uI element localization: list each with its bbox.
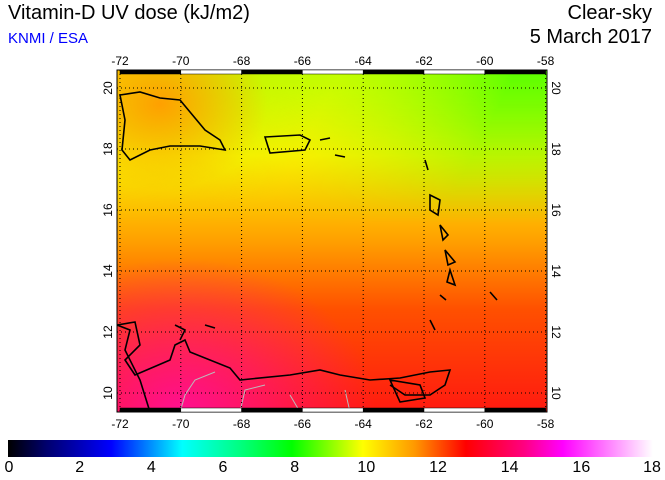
colorbar-tick-label: 8 (290, 459, 300, 476)
lon-tick-top: -70 (172, 54, 190, 68)
frame-segment (484, 407, 546, 413)
lon-tick-bottom: -70 (172, 417, 190, 431)
lat-tick-left: 10 (101, 386, 115, 400)
lon-tick-top: -62 (415, 54, 433, 68)
lat-tick-right: 14 (549, 264, 563, 278)
condition-label: Clear-sky (567, 2, 652, 24)
lon-tick-bottom: -72 (111, 417, 129, 431)
coastlines (116, 91, 498, 413)
frame-segment (241, 407, 303, 413)
lat-tick-right: 20 (549, 81, 563, 95)
colorbar-tick-label: 2 (75, 459, 85, 476)
frame-segment (423, 69, 486, 75)
frame-segment (362, 69, 425, 75)
lat-tick-left: 16 (101, 203, 115, 217)
lon-tick-top: -60 (476, 54, 494, 68)
frame-segment (119, 407, 182, 413)
colorbar-tick-label: 10 (357, 459, 376, 476)
lon-tick-top: -68 (233, 54, 251, 68)
colorbar-tick-label: 16 (572, 459, 591, 476)
map-title: Vitamin-D UV dose (kJ/m2) (8, 2, 250, 24)
frame-segment (119, 69, 182, 75)
lon-tick-bottom: -66 (294, 417, 312, 431)
credit-label: KNMI / ESA (8, 30, 89, 47)
lon-tick-top: -66 (294, 54, 312, 68)
lat-tick-left: 14 (101, 264, 115, 278)
date-label: 5 March 2017 (529, 26, 652, 48)
lat-tick-right: 10 (549, 386, 563, 400)
frame-segment (302, 69, 364, 75)
frame-segment (241, 69, 303, 75)
frame-segment (180, 69, 242, 75)
lat-tick-left: 20 (101, 81, 115, 95)
colorbar-tick-label: 12 (429, 459, 447, 476)
colorbar (8, 440, 653, 457)
colorbar-tick-label: 0 (4, 459, 14, 476)
frame-segment (362, 407, 425, 413)
colorbar-tick-label: 14 (500, 459, 519, 476)
lon-tick-top: -72 (111, 54, 129, 68)
frame-segment (180, 407, 242, 413)
uv-dose-map: -72 -72 -70 -70 -68 -68 -66 -66 -64 -64 -62 -62 -60 -… (101, 54, 563, 431)
lat-tick-left: 18 (101, 142, 115, 156)
colorbar-tick-label: 18 (643, 459, 661, 476)
lat-tick-right: 16 (549, 203, 563, 217)
frame-segment (484, 69, 546, 75)
colorbar-tick-label: 4 (146, 459, 156, 476)
frame-segment (302, 407, 364, 413)
lat-tick-right: 18 (549, 142, 563, 156)
lat-tick-left: 12 (101, 325, 115, 339)
frame-segment (423, 407, 486, 413)
lon-tick-bottom: -58 (537, 417, 555, 431)
lat-tick-right: 12 (549, 325, 563, 339)
lon-tick-bottom: -60 (476, 417, 494, 431)
lon-tick-top: -64 (355, 54, 373, 68)
lon-tick-top: -58 (537, 54, 555, 68)
lon-tick-bottom: -68 (233, 417, 251, 431)
lon-tick-bottom: -64 (355, 417, 373, 431)
lon-tick-bottom: -62 (415, 417, 433, 431)
colorbar-tick-label: 6 (218, 459, 228, 476)
